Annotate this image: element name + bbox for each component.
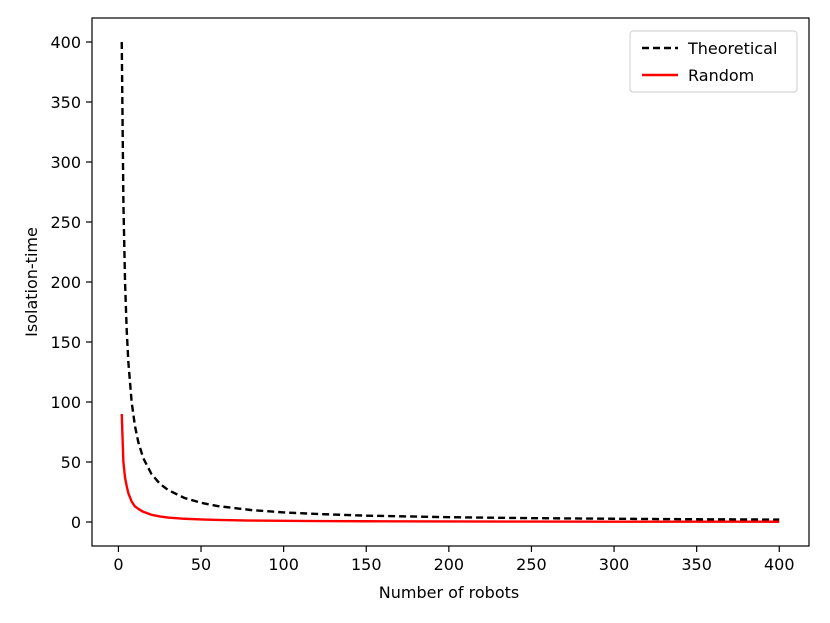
series-line-random (120, 413, 780, 523)
x-tick-label: 50 (191, 555, 211, 574)
plot-area (91, 17, 810, 547)
y-tick-label: 150 (50, 333, 81, 352)
x-axis-label: Number of robots (379, 583, 519, 602)
x-tick-label: 350 (681, 555, 712, 574)
x-tick-label: 0 (113, 555, 123, 574)
y-tick-label: 300 (50, 153, 81, 172)
legend-box (629, 30, 798, 93)
x-tick-label: 300 (599, 555, 630, 574)
y-axis-label: Isolation-time (22, 227, 41, 337)
series-line-theoretical (120, 41, 780, 521)
y-tick-label: 100 (50, 393, 81, 412)
y-tick-label: 200 (50, 273, 81, 292)
x-tick-label: 100 (268, 555, 299, 574)
y-tick-label: 400 (50, 33, 81, 52)
x-tick-label: 200 (434, 555, 465, 574)
y-tick-label: 250 (50, 213, 81, 232)
y-tick-label: 50 (61, 453, 81, 472)
x-tick-label: 400 (764, 555, 795, 574)
legend-label-theoretical: Theoretical (687, 39, 777, 58)
series-layer (120, 41, 780, 523)
y-tick-label: 0 (71, 513, 81, 532)
x-tick-label: 250 (516, 555, 547, 574)
legend: Theoretical Random (629, 30, 798, 93)
legend-label-random: Random (688, 66, 754, 85)
y-axis-ticks: 0 50 100 150 200 250 300 350 400 (50, 33, 92, 532)
x-axis-ticks: 0 50 100 150 200 250 300 350 400 (113, 546, 795, 574)
x-tick-label: 150 (351, 555, 382, 574)
y-tick-label: 350 (50, 93, 81, 112)
